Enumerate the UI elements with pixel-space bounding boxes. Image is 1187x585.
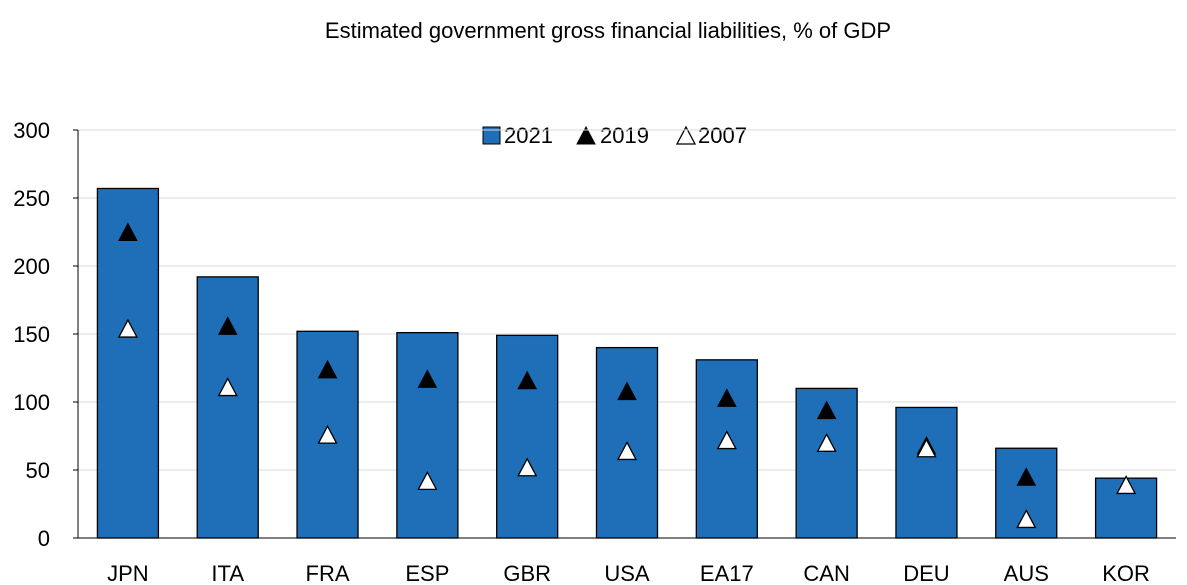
x-tick-label: DEU <box>903 561 949 585</box>
marker-2007-kor <box>1116 475 1137 495</box>
marker-2007-ita <box>217 377 238 397</box>
marker-2019-gbr <box>517 370 538 390</box>
x-tick-label: FRA <box>306 561 350 585</box>
marker-2007-fra <box>317 424 338 444</box>
marker-2019-ea17 <box>716 388 737 407</box>
markers <box>117 222 1137 529</box>
x-axis: JPN ITA FRA ESP GBR USA EA17 CAN DEU AUS KOR <box>78 537 1176 585</box>
bars <box>96 187 1158 539</box>
y-tick-label: 300 <box>13 118 50 143</box>
marker-2007-can <box>816 432 837 452</box>
bar-2021-deu <box>895 406 958 539</box>
x-tick-label: EA17 <box>700 561 754 585</box>
marker-2007-deu <box>916 438 937 458</box>
marker-2019-jpn <box>118 222 138 241</box>
legend-swatch-2021 <box>482 126 501 145</box>
x-tick-label: USA <box>604 561 650 585</box>
y-axis: 0 50 100 150 200 250 300 <box>13 118 79 551</box>
legend-marker-2019 <box>576 125 596 145</box>
x-tick-label: CAN <box>803 561 849 585</box>
marker-2019-fra <box>317 359 338 379</box>
marker-2019-ita <box>217 316 238 335</box>
y-tick-label: 250 <box>13 186 50 211</box>
marker-2007-usa <box>616 441 638 461</box>
marker-2019-can <box>816 400 837 420</box>
x-tick-label: ESP <box>405 561 449 585</box>
marker-2007-esp <box>417 470 438 491</box>
bar-2021-esp <box>396 331 459 539</box>
y-tick-label: 0 <box>38 526 50 551</box>
marker-2007-jpn <box>117 318 138 338</box>
y-tick-label: 150 <box>13 322 50 347</box>
marker-2007-gbr <box>517 457 538 477</box>
x-tick-label: GBR <box>503 561 551 585</box>
marker-2019-esp <box>417 369 438 388</box>
legend-label-2007: 2007 <box>698 123 747 148</box>
marker-2007-ea17 <box>716 430 737 450</box>
y-tick-label: 50 <box>26 458 50 483</box>
x-tick-label: JPN <box>107 561 149 585</box>
x-tick-label: AUS <box>1004 561 1049 585</box>
chart-legend: 2021 2019 2007 <box>482 123 747 148</box>
marker-2007-aus <box>1016 509 1037 529</box>
x-tick-label: KOR <box>1102 561 1150 585</box>
bar-2021-gbr <box>496 334 559 539</box>
marker-2019-usa <box>617 381 637 401</box>
x-tick-label: ITA <box>211 561 244 585</box>
marker-2019-aus <box>1016 467 1037 486</box>
bar-2021-jpn <box>96 187 160 539</box>
legend-label-2019: 2019 <box>600 123 649 148</box>
y-tick-label: 200 <box>13 254 50 279</box>
legend-label-2021: 2021 <box>504 123 553 148</box>
chart-title: Estimated government gross financial lia… <box>325 18 891 43</box>
legend-marker-2007 <box>675 125 697 145</box>
bar-2021-ita <box>196 276 259 539</box>
y-tick-label: 100 <box>13 390 50 415</box>
